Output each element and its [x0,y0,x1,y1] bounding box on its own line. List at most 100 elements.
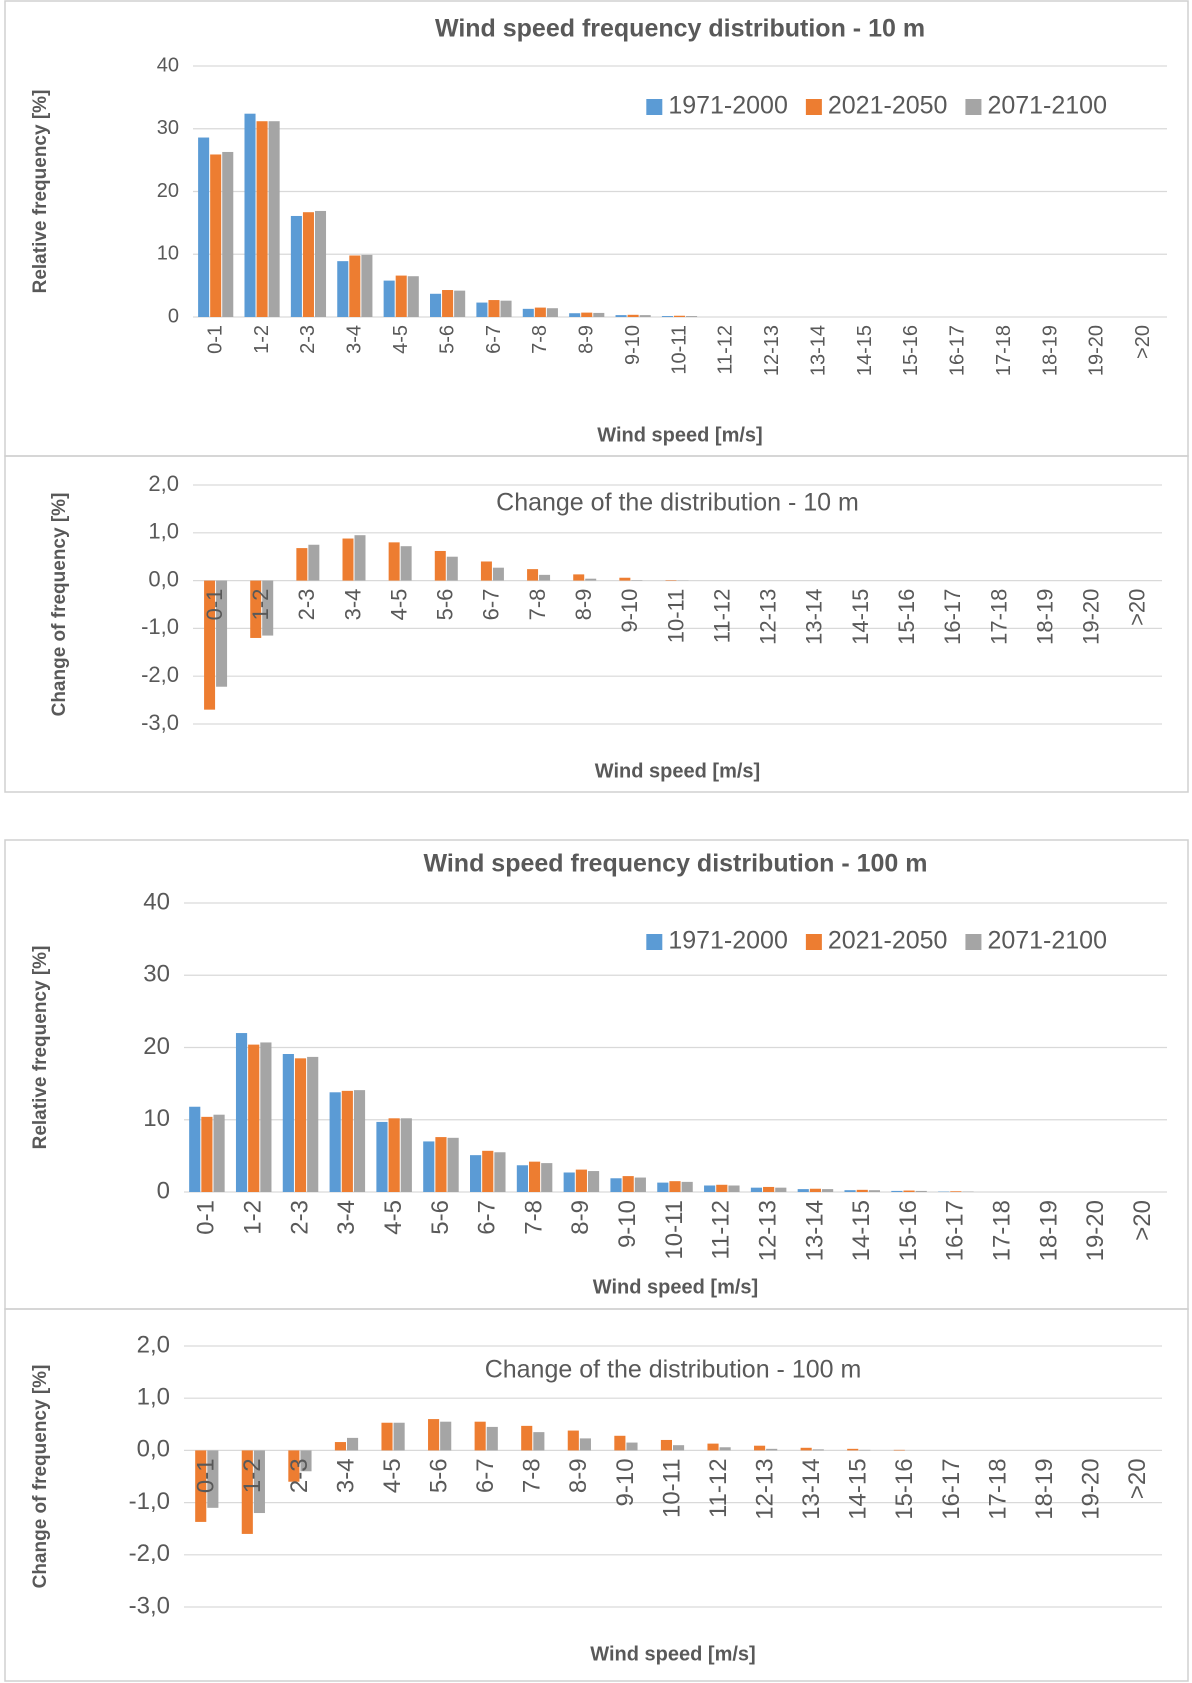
bar [546,308,558,317]
panel-frame [4,455,1189,793]
bar [353,1090,366,1192]
y-axis-label: Change of frequency [%] [30,1365,51,1589]
legend-swatch [965,99,982,115]
x-axis-label: Wind speed [m/s] [590,1643,755,1665]
x-tick-label: 1-2 [240,1200,267,1235]
bar [347,1437,359,1451]
x-tick-label: 10-11 [658,1458,685,1518]
bar [950,1191,962,1192]
bar [407,276,419,317]
x-tick-label: 11-12 [715,325,737,375]
bar [342,538,354,581]
legend-label: 1971-2000 [668,927,788,955]
bar [681,1181,693,1192]
legend-label: 2021-2050 [828,92,948,120]
bar [307,1056,319,1192]
x-tick-label: 13-14 [798,1458,825,1519]
bar [213,1114,225,1192]
chart-title: Wind speed frequency distribution - 100 … [423,850,927,878]
x-tick-label: 7-8 [529,325,551,354]
x-tick-label: 3-4 [344,325,366,354]
x-tick-label: 4-5 [390,325,412,354]
x-tick-label: 17-18 [989,1200,1016,1261]
x-tick-label: 1-2 [251,325,273,354]
x-tick-label: 4-5 [386,589,411,621]
x-tick-label: 9-10 [617,589,642,633]
y-tick-label: -1,0 [141,614,179,639]
bar [434,550,446,581]
x-tick-label: 19-20 [1077,1458,1104,1519]
x-tick-label: 0-1 [193,1200,220,1235]
x-tick-label: 0-1 [204,325,226,354]
bar [567,1430,579,1451]
bar [201,1116,213,1192]
bar [248,1044,260,1192]
bar [800,1447,812,1451]
x-tick-label: 18-19 [1032,589,1057,645]
legend-swatch [646,934,663,950]
x-tick-label: 6-7 [483,325,505,354]
bar [470,1155,482,1192]
x-tick-label: 16-17 [947,325,969,376]
x-tick-label: 1-2 [239,1458,266,1493]
x-tick-label: 14-15 [854,325,876,376]
chart-title: Change of the distribution - 100 m [485,1356,862,1384]
bar [492,567,504,581]
x-tick-label: 14-15 [848,1200,875,1261]
bar [893,1449,905,1451]
bar [476,302,488,317]
bar [579,1438,591,1451]
legend-label: 2071-2100 [987,927,1107,955]
bar [521,1425,533,1451]
x-tick-label: 6-7 [479,589,504,621]
y-tick-label: 20 [143,1033,170,1060]
bar [282,1054,294,1192]
bar [619,577,631,581]
y-tick-label: 30 [157,117,179,139]
y-axis-label: Change of frequency [%] [49,493,70,717]
bar [423,1141,435,1192]
x-tick-label: 19-20 [1079,589,1104,645]
bar [716,1184,728,1192]
legend-label: 2021-2050 [828,927,948,955]
x-tick-label: 2-3 [286,1458,313,1493]
bar [639,315,651,317]
bar [430,293,442,317]
y-tick-label: 10 [143,1105,170,1132]
x-tick-label: 19-20 [1082,1200,1109,1261]
bar [673,315,686,317]
bar [381,1422,393,1451]
bar [204,580,216,710]
x-tick-label: 15-16 [900,325,922,376]
bar [754,1445,766,1451]
bar [393,1422,405,1451]
x-tick-label: 16-17 [940,589,965,645]
bar [482,1150,494,1192]
x-tick-label: 5-6 [436,325,458,354]
y-axis-label: Relative frequency [%] [30,90,51,294]
y-tick-label: 40 [143,888,170,915]
bar [797,1189,809,1192]
x-tick-label: >20 [1125,589,1150,626]
bar [844,1190,856,1192]
bar [244,113,256,317]
bar [442,290,454,317]
bar [581,312,593,317]
x-tick-label: 12-13 [754,1200,781,1261]
bar [474,1421,486,1451]
x-tick-label: 11-12 [708,1200,735,1260]
bar [454,290,466,317]
bar [341,1090,353,1192]
bar [527,569,539,581]
bar [288,1450,300,1482]
x-tick-label: 13-14 [802,589,827,645]
bar [719,1447,731,1451]
x-tick-label: 10-11 [663,589,688,644]
x-axis-label: Wind speed [m/s] [597,424,762,446]
y-tick-label: -2,0 [129,1540,170,1567]
y-tick-label: 0 [157,1177,170,1204]
x-tick-label: 18-19 [1039,325,1061,376]
bar [822,1189,834,1192]
bar [447,1137,459,1192]
bar [302,212,314,317]
